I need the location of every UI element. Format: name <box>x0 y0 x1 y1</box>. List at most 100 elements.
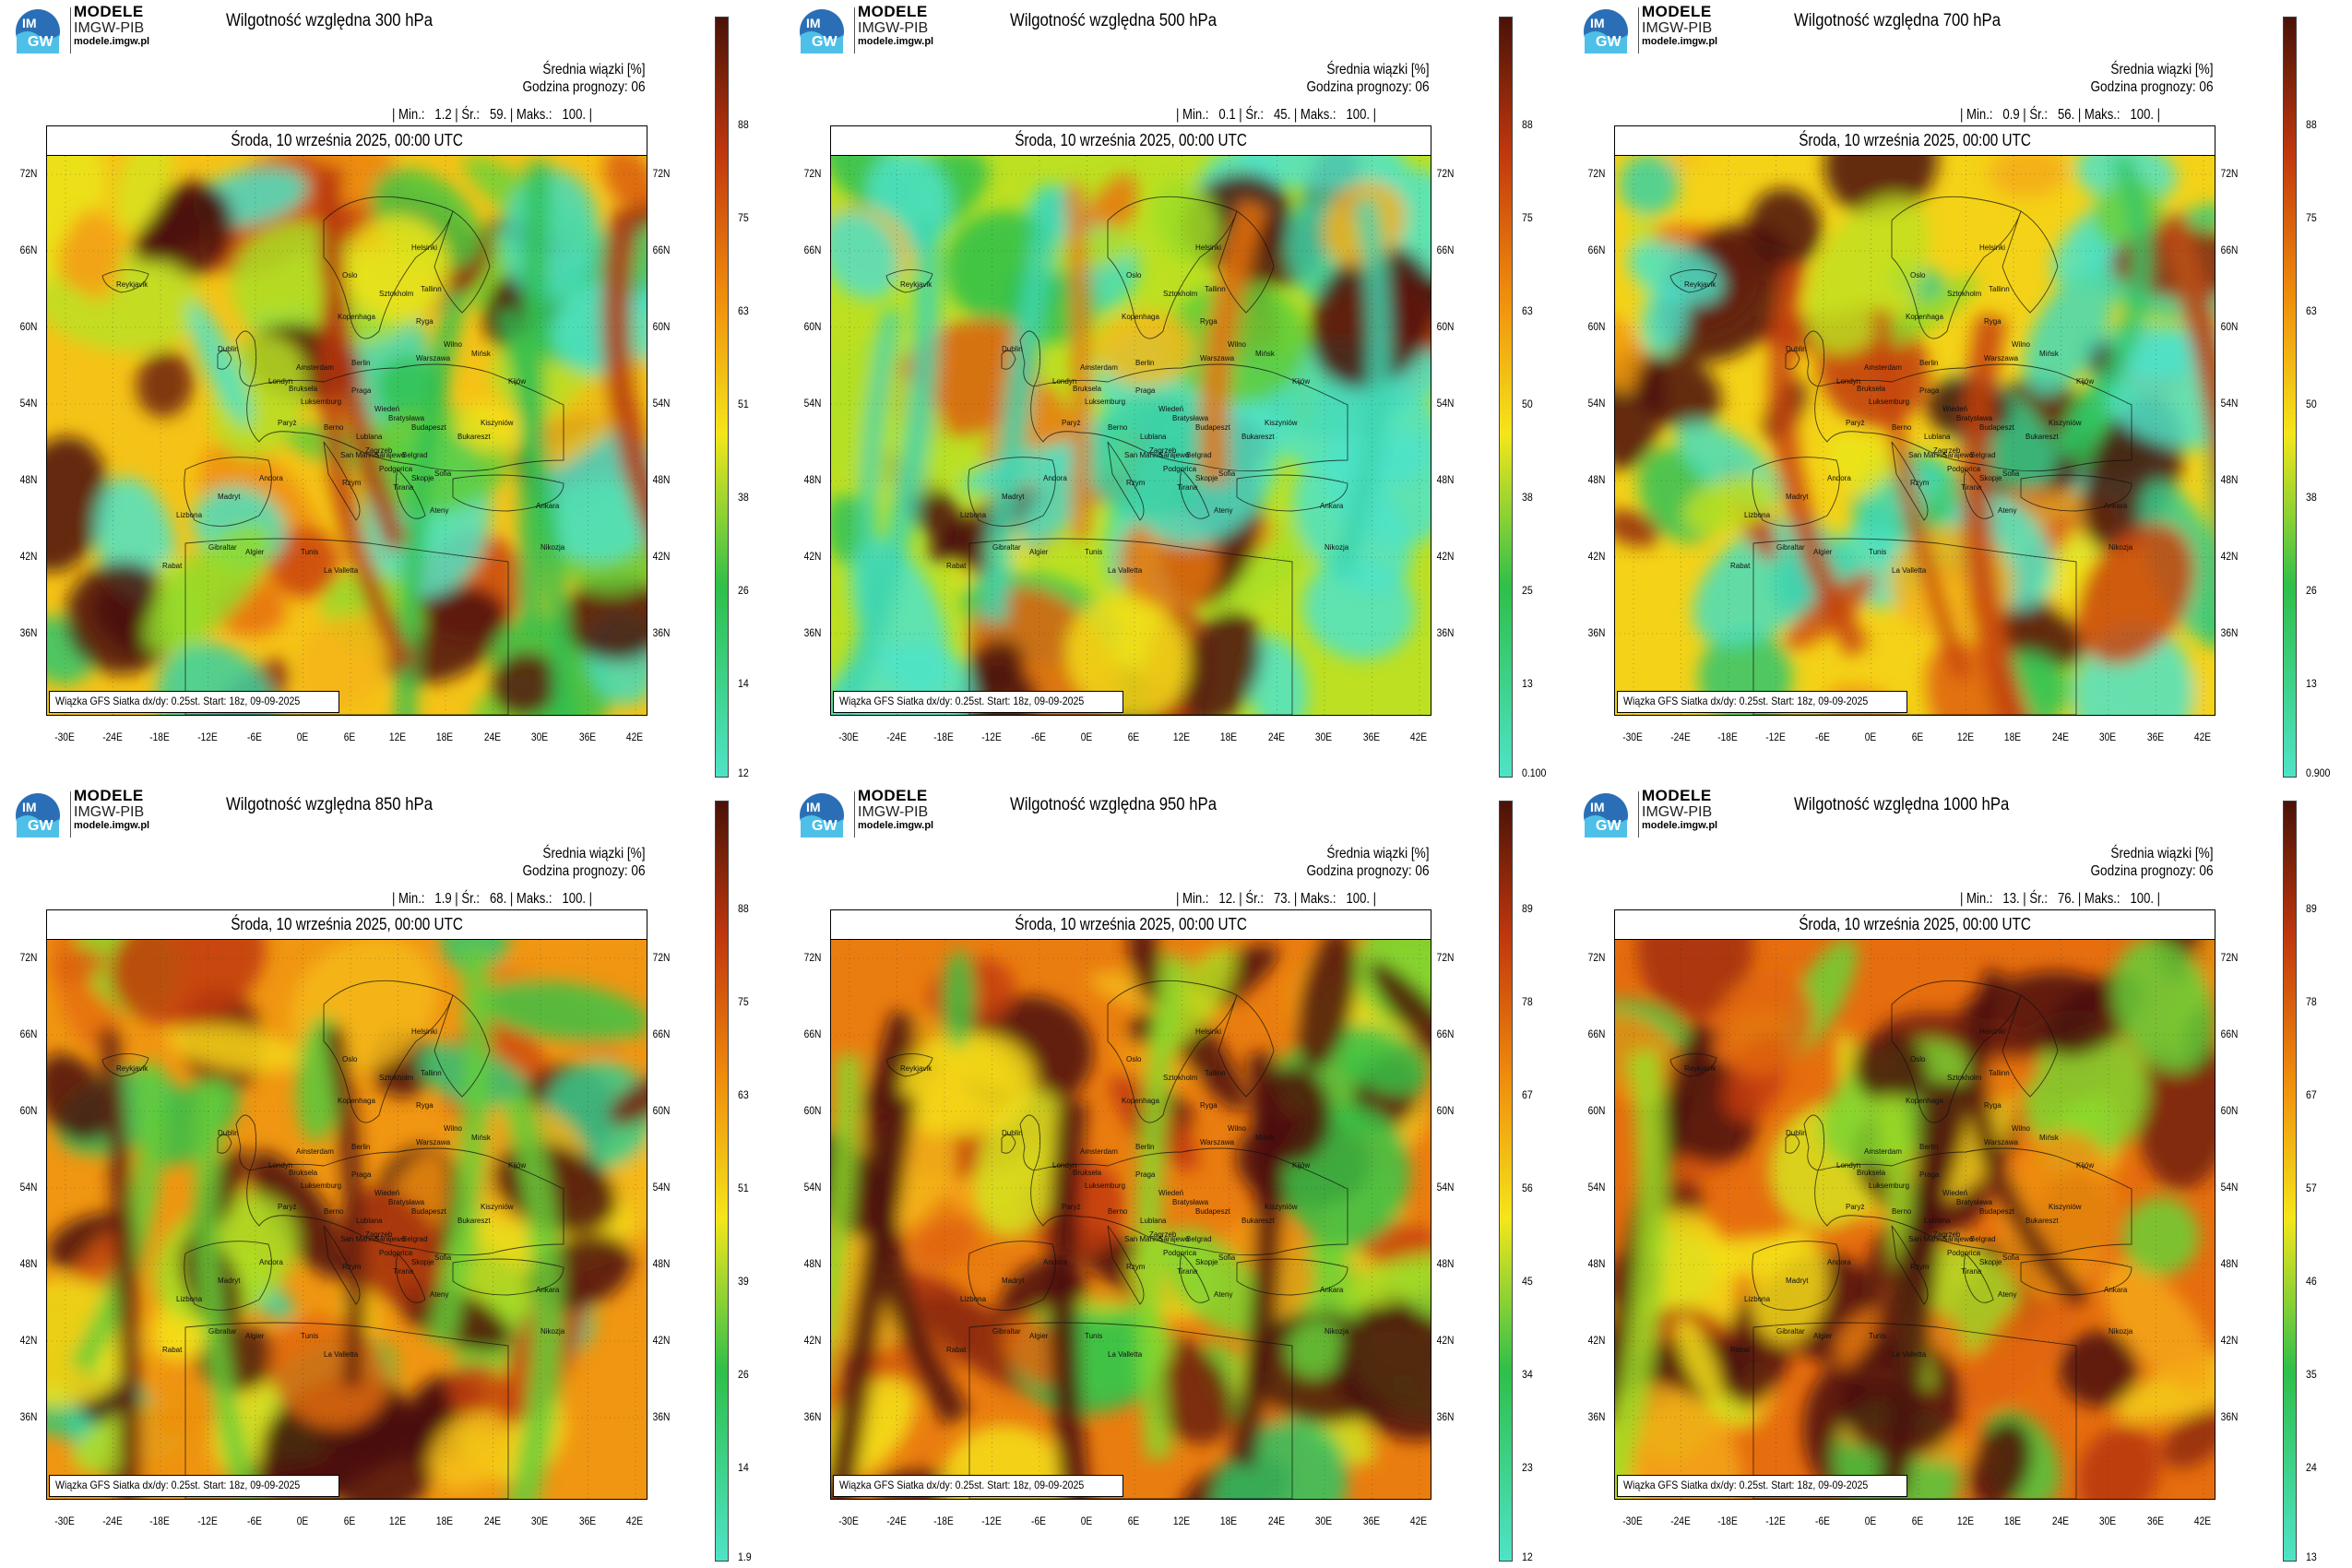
logo-divider <box>1638 791 1639 837</box>
city-label: Rzym <box>1126 479 1146 487</box>
logo-divider <box>70 791 71 837</box>
panel-meta: Średnia wiązki [%] Godzina prognozy: 06 <box>2091 61 2214 96</box>
forecast-hour: Godzina prognozy: 06 <box>2090 79 2214 95</box>
city-label: Ateny <box>1998 1290 2017 1299</box>
city-label: Zagrzeb <box>1149 446 1177 455</box>
valid-date-text: Środa, 10 września 2025, 00:00 UTC <box>1799 915 2031 933</box>
city-label: Nikozja <box>540 1327 565 1336</box>
city-label: Nikozja <box>1324 1327 1349 1336</box>
lat-label-right: 60N <box>2220 1104 2239 1117</box>
city-label: Kopenhaga <box>338 313 375 321</box>
lon-label: 30E <box>2098 731 2117 743</box>
city-label: Amsterdam <box>296 363 334 372</box>
lon-label: 0E <box>1080 1515 1092 1527</box>
colorbar-tick: 12 <box>738 766 749 779</box>
city-label: Ateny <box>1998 506 2017 515</box>
brand-url[interactable]: modele.imgw.pl <box>74 820 150 831</box>
lat-label-right: 36N <box>652 626 671 639</box>
city-label: Tallinn <box>421 285 442 293</box>
colorbar <box>1499 801 1513 1562</box>
panel-title: Wilgotność względna 500 hPa <box>1010 11 1218 30</box>
svg-text:IM: IM <box>1590 16 1605 30</box>
city-label: Lizbona <box>1744 511 1771 519</box>
lon-label: -18E <box>933 731 954 743</box>
city-label: Ankara <box>1320 1286 1344 1294</box>
brand-url[interactable]: modele.imgw.pl <box>1642 36 1718 47</box>
colorbar <box>715 17 729 778</box>
brand-url[interactable]: modele.imgw.pl <box>858 36 934 47</box>
city-label: Berlin <box>1919 1143 1939 1151</box>
city-label: Zagrzeb <box>365 1230 393 1239</box>
city-label: Ateny <box>430 1290 449 1299</box>
graticule <box>831 156 1431 715</box>
city-label: Gibraltar <box>208 543 237 552</box>
lat-label-right: 48N <box>652 1257 671 1270</box>
brand-text: MODELE IMGW-PIB modele.imgw.pl <box>1642 4 1717 48</box>
lat-label-right: 72N <box>2220 167 2239 180</box>
city-label: Praga <box>1919 386 1940 395</box>
legend-title: Średnia wiązki [%] <box>1326 62 1430 77</box>
city-label: Tirana <box>1961 1267 1982 1276</box>
city-label: Algier <box>1813 1332 1833 1340</box>
colorbar-tick: 13 <box>1522 677 1533 690</box>
lat-label-right: 60N <box>1436 1104 1455 1117</box>
lat-label-right: 72N <box>652 167 671 180</box>
city-label: Podgorica <box>1163 465 1197 473</box>
colorbar-tick: 50 <box>2306 398 2317 410</box>
humidity-map: Helsinki Oslo Sztokholm Tallinn Ryga Wilno Miń… <box>47 156 647 715</box>
city-label: Berlin <box>1135 1143 1155 1151</box>
lat-label-right: 42N <box>1436 1334 1455 1347</box>
city-label: Andora <box>1043 1258 1067 1266</box>
lon-label: 18E <box>2003 731 2022 743</box>
colorbar-tick: 23 <box>1522 1461 1533 1474</box>
city-label: Bratysława <box>388 414 425 422</box>
city-label: Luksemburg <box>1085 398 1126 406</box>
lat-label-right: 66N <box>652 1028 671 1040</box>
brand-org: IMGW-PIB <box>858 20 929 36</box>
city-label: Bruksela <box>1073 385 1102 393</box>
valid-date: Środa, 10 września 2025, 00:00 UTC <box>831 910 1431 940</box>
svg-text:IM: IM <box>1590 800 1605 814</box>
brand-url[interactable]: modele.imgw.pl <box>1642 820 1718 831</box>
lat-label-left: 36N <box>803 1410 822 1423</box>
brand-url[interactable]: modele.imgw.pl <box>74 36 150 47</box>
colorbar-tick: 88 <box>738 902 749 915</box>
lon-label: 24E <box>483 731 501 743</box>
colorbar-tick: 0.900 <box>2306 766 2331 779</box>
panel-title: Wilgotność względna 300 hPa <box>226 11 434 30</box>
city-label: Londyn <box>1836 377 1861 386</box>
city-label: Wilno <box>1228 340 1247 349</box>
city-label: Nikozja <box>2108 1327 2133 1336</box>
lon-label: 6E <box>1911 731 1924 743</box>
lat-label-left: 60N <box>19 1104 38 1117</box>
city-label: Skopje <box>1979 1258 2002 1266</box>
lon-label: 0E <box>1864 1515 1876 1527</box>
graticule <box>47 940 647 1499</box>
city-label: Skopje <box>411 1258 434 1266</box>
field-stats: | Min.: 1.2 | Śr.: 59. | Maks.: 100. | <box>392 107 593 123</box>
city-label: Rabat <box>946 1346 967 1354</box>
city-label: Ryga <box>416 1101 434 1110</box>
city-label: Wiedeń <box>1158 405 1184 413</box>
lon-label: 0E <box>1080 731 1092 743</box>
colorbar-tick: 38 <box>2306 491 2317 504</box>
lon-label: 12E <box>1172 1515 1190 1527</box>
lon-label: 6E <box>1911 1515 1924 1527</box>
city-label: Podgorica <box>1163 1249 1197 1257</box>
lon-label: -18E <box>1717 1515 1738 1527</box>
city-label: Podgorica <box>1947 465 1981 473</box>
city-label: San Marino <box>1908 1235 1946 1243</box>
city-label: Sarajewo <box>1942 451 1974 459</box>
lat-label-left: 54N <box>803 1181 822 1194</box>
panel-title: Wilgotność względna 1000 hPa <box>1794 795 2010 814</box>
city-label: Skopje <box>1979 474 2002 482</box>
city-label: Warszawa <box>1984 1138 2019 1146</box>
city-label: Kiszyniów <box>2049 1203 2082 1211</box>
run-info: Wiązka GFS Siatka dx/dy: 0.25st. Start: … <box>49 1475 340 1497</box>
lon-label: 12E <box>1172 731 1190 743</box>
legend-title: Średnia wiązki [%] <box>1326 846 1430 861</box>
brand-url[interactable]: modele.imgw.pl <box>858 820 934 831</box>
panel-meta: Średnia wiązki [%] Godzina prognozy: 06 <box>2091 845 2214 880</box>
colorbar-tick: 63 <box>738 304 749 317</box>
lat-label-left: 72N <box>19 951 38 964</box>
